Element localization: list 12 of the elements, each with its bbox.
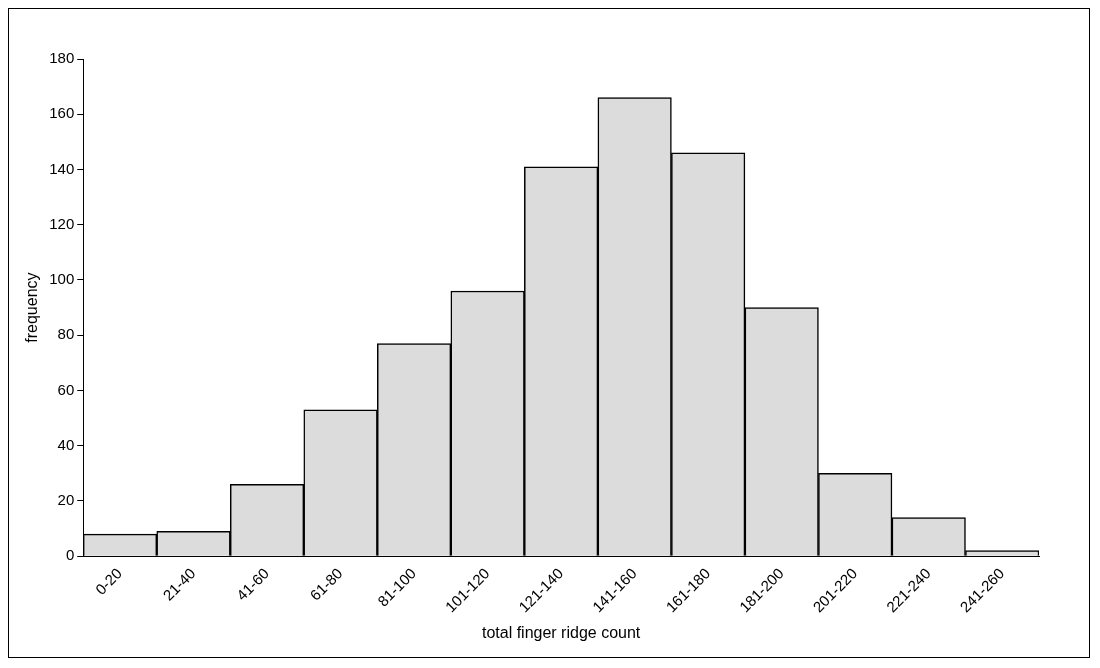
y-tick-label: 140 [49, 159, 75, 177]
y-axis-title: frequency [23, 272, 41, 343]
y-tick-label: 100 [49, 270, 75, 288]
y-tick-label: 0 [65, 546, 75, 564]
y-tick-label: 160 [49, 104, 75, 122]
y-tick-label: 80 [57, 325, 75, 343]
y-tick-label: 40 [57, 435, 75, 453]
y-tick-label: 60 [57, 380, 75, 398]
y-tick-label: 20 [57, 491, 75, 509]
y-tick-label: 180 [49, 49, 75, 67]
x-axis-title: total finger ridge count [481, 623, 641, 641]
y-tick-label: 120 [49, 214, 75, 232]
